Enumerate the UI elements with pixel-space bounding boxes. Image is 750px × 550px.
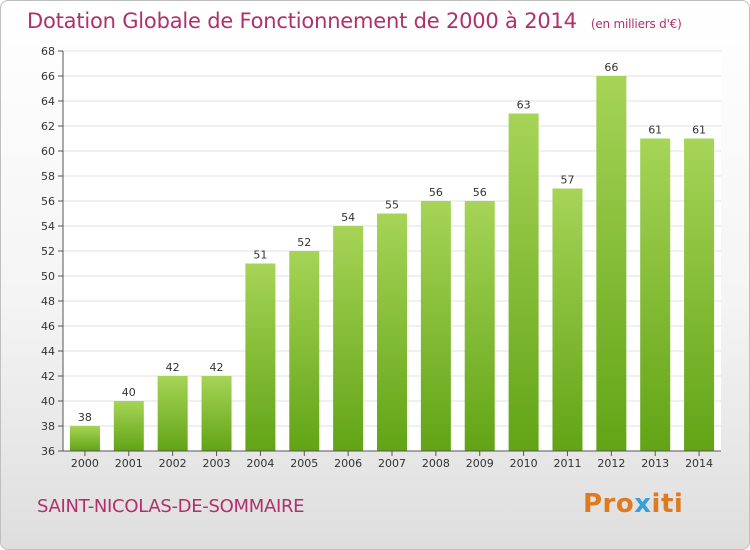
- data-label: 63: [517, 99, 531, 112]
- proxiti-logo: Proxiti: [583, 489, 684, 519]
- chart-title: Dotation Globale de Fonctionnement de 20…: [27, 9, 682, 33]
- x-tick-label: 2006: [334, 457, 362, 470]
- bars: 38 40 42 42 51 52 54 55 56 56 63 57 66 61 61: [69, 61, 715, 451]
- y-tick-label: 46: [41, 320, 55, 333]
- bar: [552, 188, 583, 451]
- bar: [640, 138, 671, 451]
- x-tick-label: 2005: [290, 457, 318, 470]
- bar: [69, 426, 100, 451]
- bar: [333, 226, 364, 451]
- bar: [508, 113, 539, 451]
- data-label: 38: [78, 411, 92, 424]
- y-tick-label: 66: [41, 70, 55, 83]
- x-tick-label: 2011: [553, 457, 581, 470]
- data-label: 61: [692, 124, 706, 137]
- data-label: 40: [122, 386, 136, 399]
- data-label: 56: [473, 186, 487, 199]
- bar: [289, 251, 320, 451]
- y-tick-label: 42: [41, 370, 55, 383]
- y-tick-label: 52: [41, 245, 55, 258]
- bar: [377, 213, 407, 451]
- y-tick-label: 64: [41, 95, 55, 108]
- y-tick-label: 50: [41, 270, 55, 283]
- x-tick-label: 2009: [466, 457, 494, 470]
- y-tick-label: 58: [41, 170, 55, 183]
- x-tick-label: 2001: [115, 457, 143, 470]
- data-label: 57: [560, 174, 574, 187]
- x-tick-label: 2000: [71, 457, 99, 470]
- y-tick-label: 48: [41, 295, 55, 308]
- x-tick-label: 2014: [685, 457, 713, 470]
- bar: [113, 401, 144, 451]
- bar: [420, 201, 451, 451]
- data-label: 61: [648, 124, 662, 137]
- data-label: 56: [429, 186, 443, 199]
- x-tick-label: 2008: [422, 457, 450, 470]
- bar: [684, 138, 715, 451]
- data-label: 42: [166, 361, 180, 374]
- y-tick-label: 44: [41, 345, 55, 358]
- y-tick-label: 68: [41, 45, 55, 58]
- y-tick-label: 54: [41, 220, 55, 233]
- data-label: 42: [210, 361, 224, 374]
- x-tick-label: 2010: [510, 457, 538, 470]
- y-tick-label: 62: [41, 120, 55, 133]
- y-tick-label: 40: [41, 395, 55, 408]
- data-label: 54: [341, 211, 355, 224]
- x-tick-label: 2012: [597, 457, 625, 470]
- x-tick-label: 2002: [159, 457, 187, 470]
- data-label: 52: [297, 236, 311, 249]
- bar: [157, 376, 188, 451]
- bar: [596, 76, 627, 451]
- commune-name: SAINT-NICOLAS-DE-SOMMAIRE: [37, 496, 305, 517]
- chart-title-text: Dotation Globale de Fonctionnement de 20…: [27, 9, 577, 33]
- x-tick-label: 2003: [203, 457, 231, 470]
- data-label: 66: [604, 61, 618, 74]
- bar: [201, 376, 232, 451]
- data-label: 51: [253, 249, 267, 262]
- bar: [464, 201, 495, 451]
- x-tick-label: 2007: [378, 457, 406, 470]
- bar: [245, 263, 276, 451]
- chart-unit: (en milliers d'€): [590, 17, 682, 31]
- y-tick-label: 36: [41, 445, 55, 458]
- y-tick-label: 60: [41, 145, 55, 158]
- x-tick-label: 2013: [641, 457, 669, 470]
- y-tick-label: 38: [41, 420, 55, 433]
- x-tick-label: 2004: [246, 457, 274, 470]
- axes: 36 38 40 42 44 46 48 50 52 54 56 58 60 62 64 66 68 2000 20…: [41, 45, 721, 470]
- y-tick-label: 56: [41, 195, 55, 208]
- data-label: 55: [385, 199, 399, 212]
